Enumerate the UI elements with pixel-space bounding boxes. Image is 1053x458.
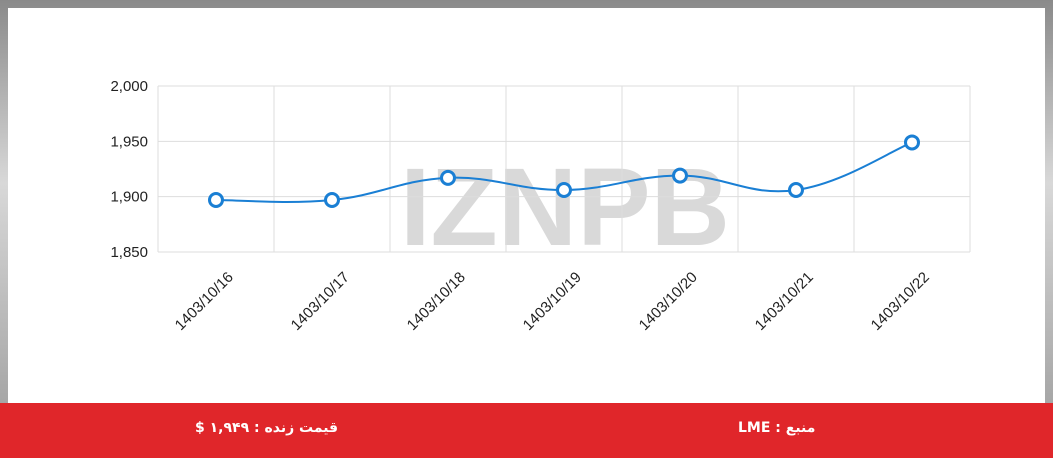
y-tick-label: 1,950 [110,133,148,150]
y-tick-label: 1,900 [110,189,148,206]
point [208,191,224,208]
card [8,8,1045,408]
watermark: IZNPB [400,146,730,269]
point [904,134,920,151]
source: منبع : LME [738,420,816,436]
live-price: قیمت زنده : ۱,۹۴۹ $ [195,420,339,436]
point [672,167,688,184]
y-tick-label: 2,000 [110,78,148,95]
footer-bar: قیمت زنده : ۱,۹۴۹ $ منبع : LME [0,403,1053,458]
point [324,191,340,208]
y-tick-label: 1,850 [110,244,148,261]
point [440,169,456,186]
point [556,182,572,199]
point [788,182,804,199]
